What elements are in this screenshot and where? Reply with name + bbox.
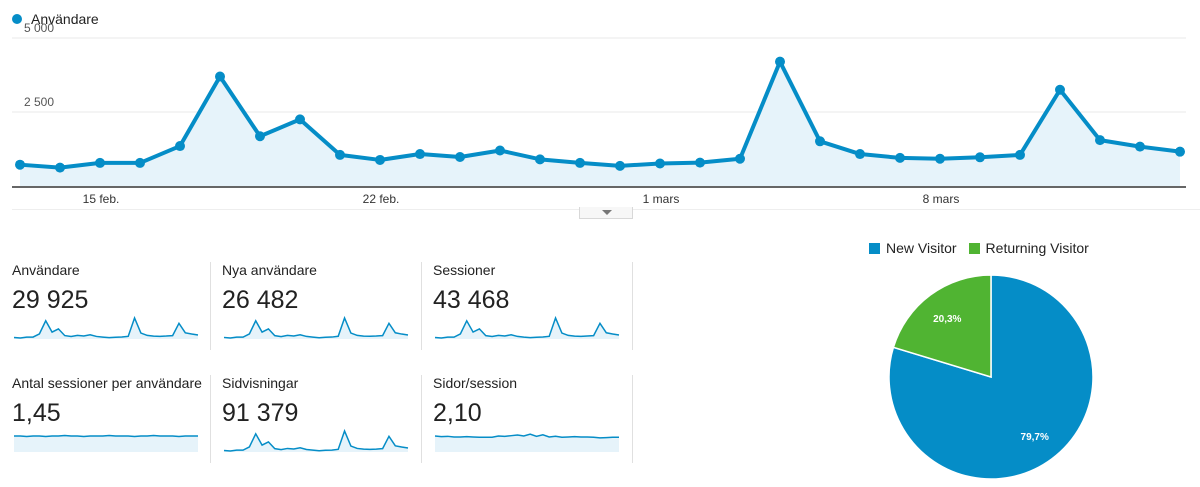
data-point[interactable] — [575, 157, 585, 168]
sparkline-line — [14, 434, 198, 438]
data-point[interactable] — [1015, 149, 1025, 160]
x-tick-label: 8 mars — [923, 192, 960, 206]
data-point[interactable] — [415, 149, 425, 160]
legend-swatch-icon — [968, 242, 980, 254]
metric-tile[interactable]: Sidor/session 2,10 — [433, 375, 633, 465]
data-point[interactable] — [495, 145, 505, 156]
metric-label: Användare — [12, 262, 80, 278]
data-point[interactable] — [535, 154, 545, 165]
caret-down-icon — [602, 210, 612, 215]
metric-value: 1,45 — [12, 399, 61, 427]
pie-legend-item: New Visitor — [869, 240, 957, 256]
legend-swatch-icon — [869, 242, 880, 254]
data-point[interactable] — [1135, 141, 1145, 152]
metric-divider — [632, 262, 633, 350]
data-point[interactable] — [855, 149, 865, 160]
data-point[interactable] — [175, 141, 185, 152]
data-point[interactable] — [15, 159, 25, 170]
metric-divider — [210, 375, 211, 463]
y-tick-label: 5 000 — [24, 21, 54, 35]
x-tick-label: 22 feb. — [363, 192, 400, 206]
sparkline-area — [224, 318, 408, 339]
metric-divider — [632, 375, 633, 463]
metric-label: Nya användare — [222, 262, 317, 278]
data-point[interactable] — [895, 152, 905, 163]
series-line — [19, 59, 1181, 170]
data-point[interactable] — [375, 154, 385, 165]
metric-tile[interactable]: Nya användare 26 482 — [222, 262, 422, 352]
metric-sparkline — [223, 428, 409, 452]
x-tick-label: 15 feb. — [83, 192, 120, 206]
metric-sparkline — [14, 434, 198, 452]
data-point[interactable] — [735, 153, 745, 164]
expand-chart-toggle[interactable] — [579, 207, 633, 219]
data-point[interactable] — [655, 158, 665, 169]
metric-tile[interactable]: Antal sessioner per användare 1,45 — [12, 375, 212, 465]
metric-sparkline — [434, 433, 619, 452]
data-point[interactable] — [695, 157, 705, 168]
sparkline-area — [14, 318, 198, 339]
y-tick-label: 2 500 — [24, 95, 54, 109]
metric-sparkline — [223, 315, 409, 339]
pie-legend-item: Returning Visitor — [968, 240, 1089, 256]
data-point[interactable] — [815, 136, 825, 147]
sparkline-area — [435, 318, 619, 339]
x-tick-label: 1 mars — [643, 192, 680, 206]
data-point[interactable] — [295, 114, 305, 125]
metric-label: Sidvisningar — [222, 375, 299, 391]
data-point[interactable] — [935, 153, 945, 164]
chart-legend: Användare — [12, 10, 99, 28]
sparkline-area — [224, 431, 408, 452]
data-point[interactable] — [1175, 146, 1185, 157]
pie-legend-label: Returning Visitor — [985, 240, 1089, 256]
metric-label: Sessioner — [433, 262, 496, 278]
metric-tile[interactable]: Sessioner 43 468 — [433, 262, 633, 352]
legend-dot-icon — [12, 14, 22, 24]
sparkline-line — [434, 433, 619, 439]
data-point[interactable] — [55, 162, 65, 173]
metric-divider — [421, 375, 422, 463]
metric-divider — [210, 262, 211, 350]
metric-tile[interactable]: Användare 29 925 — [12, 262, 212, 352]
data-point[interactable] — [455, 151, 465, 162]
legend-label: Användare — [31, 11, 99, 27]
sparkline-line — [223, 315, 409, 339]
data-point[interactable] — [975, 152, 985, 163]
metric-value: 26 482 — [222, 286, 299, 314]
data-point[interactable] — [615, 160, 625, 171]
sparkline-area — [14, 435, 198, 452]
metric-divider — [421, 262, 422, 350]
data-point[interactable] — [135, 157, 145, 168]
pie-legend: New Visitor Returning Visitor — [869, 240, 1101, 256]
pie-slice[interactable] — [892, 274, 992, 379]
metric-sparkline — [13, 315, 199, 339]
sparkline-line — [223, 428, 409, 452]
data-point[interactable] — [775, 56, 785, 67]
metric-value: 2,10 — [433, 399, 482, 427]
metric-value: 29 925 — [12, 286, 89, 314]
data-point[interactable] — [255, 131, 265, 142]
data-point[interactable] — [1095, 135, 1105, 146]
metric-tile[interactable]: Sidvisningar 91 379 — [222, 375, 422, 465]
metric-value: 91 379 — [222, 399, 299, 427]
data-point[interactable] — [335, 149, 345, 160]
data-point[interactable] — [215, 71, 225, 82]
sparkline-line — [13, 315, 199, 339]
data-point[interactable] — [95, 157, 105, 168]
metric-label: Sidor/session — [433, 375, 518, 391]
users-line-chart: 2 500 5 000 15 feb. 22 feb. 1 mars 8 mars — [12, 21, 1200, 210]
pie-legend-label: New Visitor — [886, 240, 957, 256]
series-area — [20, 61, 1180, 186]
metric-value: 43 468 — [433, 286, 510, 314]
sparkline-line — [434, 315, 620, 339]
metric-label: Antal sessioner per användare — [12, 375, 202, 391]
metric-sparkline — [434, 315, 620, 339]
data-point[interactable] — [1055, 84, 1065, 95]
sparkline-area — [435, 434, 619, 452]
